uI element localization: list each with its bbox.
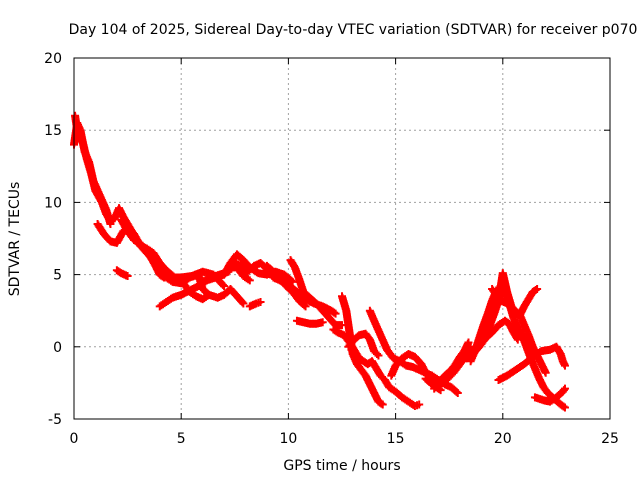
y-tick-label: 15 — [44, 123, 62, 139]
data-point — [244, 275, 253, 284]
x-tick-label: 0 — [70, 431, 79, 447]
data-point — [541, 368, 550, 377]
data-series-arc-26 — [530, 384, 569, 406]
data-point — [331, 309, 340, 318]
data-series-arc-10 — [245, 298, 265, 311]
data-point — [373, 350, 382, 359]
x-tick-label: 25 — [601, 431, 619, 447]
data-series-arc-25 — [494, 342, 569, 385]
data-point — [300, 301, 309, 310]
data-point — [378, 400, 387, 409]
x-tick-label: 10 — [279, 431, 297, 447]
grid — [74, 58, 610, 419]
data-series-arc-17 — [365, 306, 462, 398]
data-point — [205, 290, 214, 299]
data-series-arc-11 — [286, 256, 346, 330]
data-point — [203, 291, 212, 300]
x-tick-label: 20 — [494, 431, 512, 447]
plot-frame — [73, 57, 611, 420]
data-point — [318, 318, 327, 327]
data-point — [559, 386, 568, 395]
data-point — [374, 351, 383, 360]
y-tick-label: 10 — [44, 195, 62, 211]
data-point — [245, 276, 254, 285]
data-series-arc-13 — [292, 316, 327, 328]
data-point — [123, 272, 132, 281]
data-series-arc-16 — [344, 329, 383, 360]
data-point — [452, 387, 461, 396]
data-point — [560, 384, 569, 393]
data-series-arc-15 — [329, 325, 424, 411]
data-point — [238, 298, 247, 307]
x-tick-label: 5 — [177, 431, 186, 447]
y-tick-label: 20 — [44, 51, 62, 67]
data-series-arc-14 — [338, 292, 387, 409]
x-axis-title: GPS time / hours — [283, 458, 400, 474]
data-series-arc-4 — [112, 266, 132, 281]
x-tick-label: 15 — [387, 431, 405, 447]
data-series-arc-20 — [430, 338, 473, 393]
data-point — [560, 361, 569, 370]
data-point — [301, 302, 310, 311]
data-point — [533, 285, 542, 294]
y-tick-label: 0 — [53, 340, 62, 356]
data-point — [464, 338, 473, 347]
y-tick-label: -5 — [48, 412, 62, 428]
chart-title: Day 104 of 2025, Sidereal Day-to-day VTE… — [69, 22, 638, 38]
y-tick-label: 5 — [53, 268, 62, 284]
data-series-arc-24 — [488, 285, 542, 320]
data-marks — [70, 111, 569, 412]
data-series-arc-9 — [220, 263, 254, 285]
data-point — [453, 389, 462, 398]
data-series-arc-5 — [117, 215, 169, 282]
data-series-arc-12 — [262, 261, 310, 311]
data-point — [513, 335, 522, 344]
data-point — [218, 280, 227, 289]
data-series-arc-7 — [172, 274, 214, 304]
data-point — [239, 299, 248, 308]
y-axis-title: SDTVAR / TECUs — [7, 182, 23, 297]
data-point — [560, 403, 569, 412]
data-point — [160, 273, 169, 282]
data-point — [415, 400, 424, 409]
data-point — [220, 282, 229, 291]
data-point — [256, 298, 265, 307]
